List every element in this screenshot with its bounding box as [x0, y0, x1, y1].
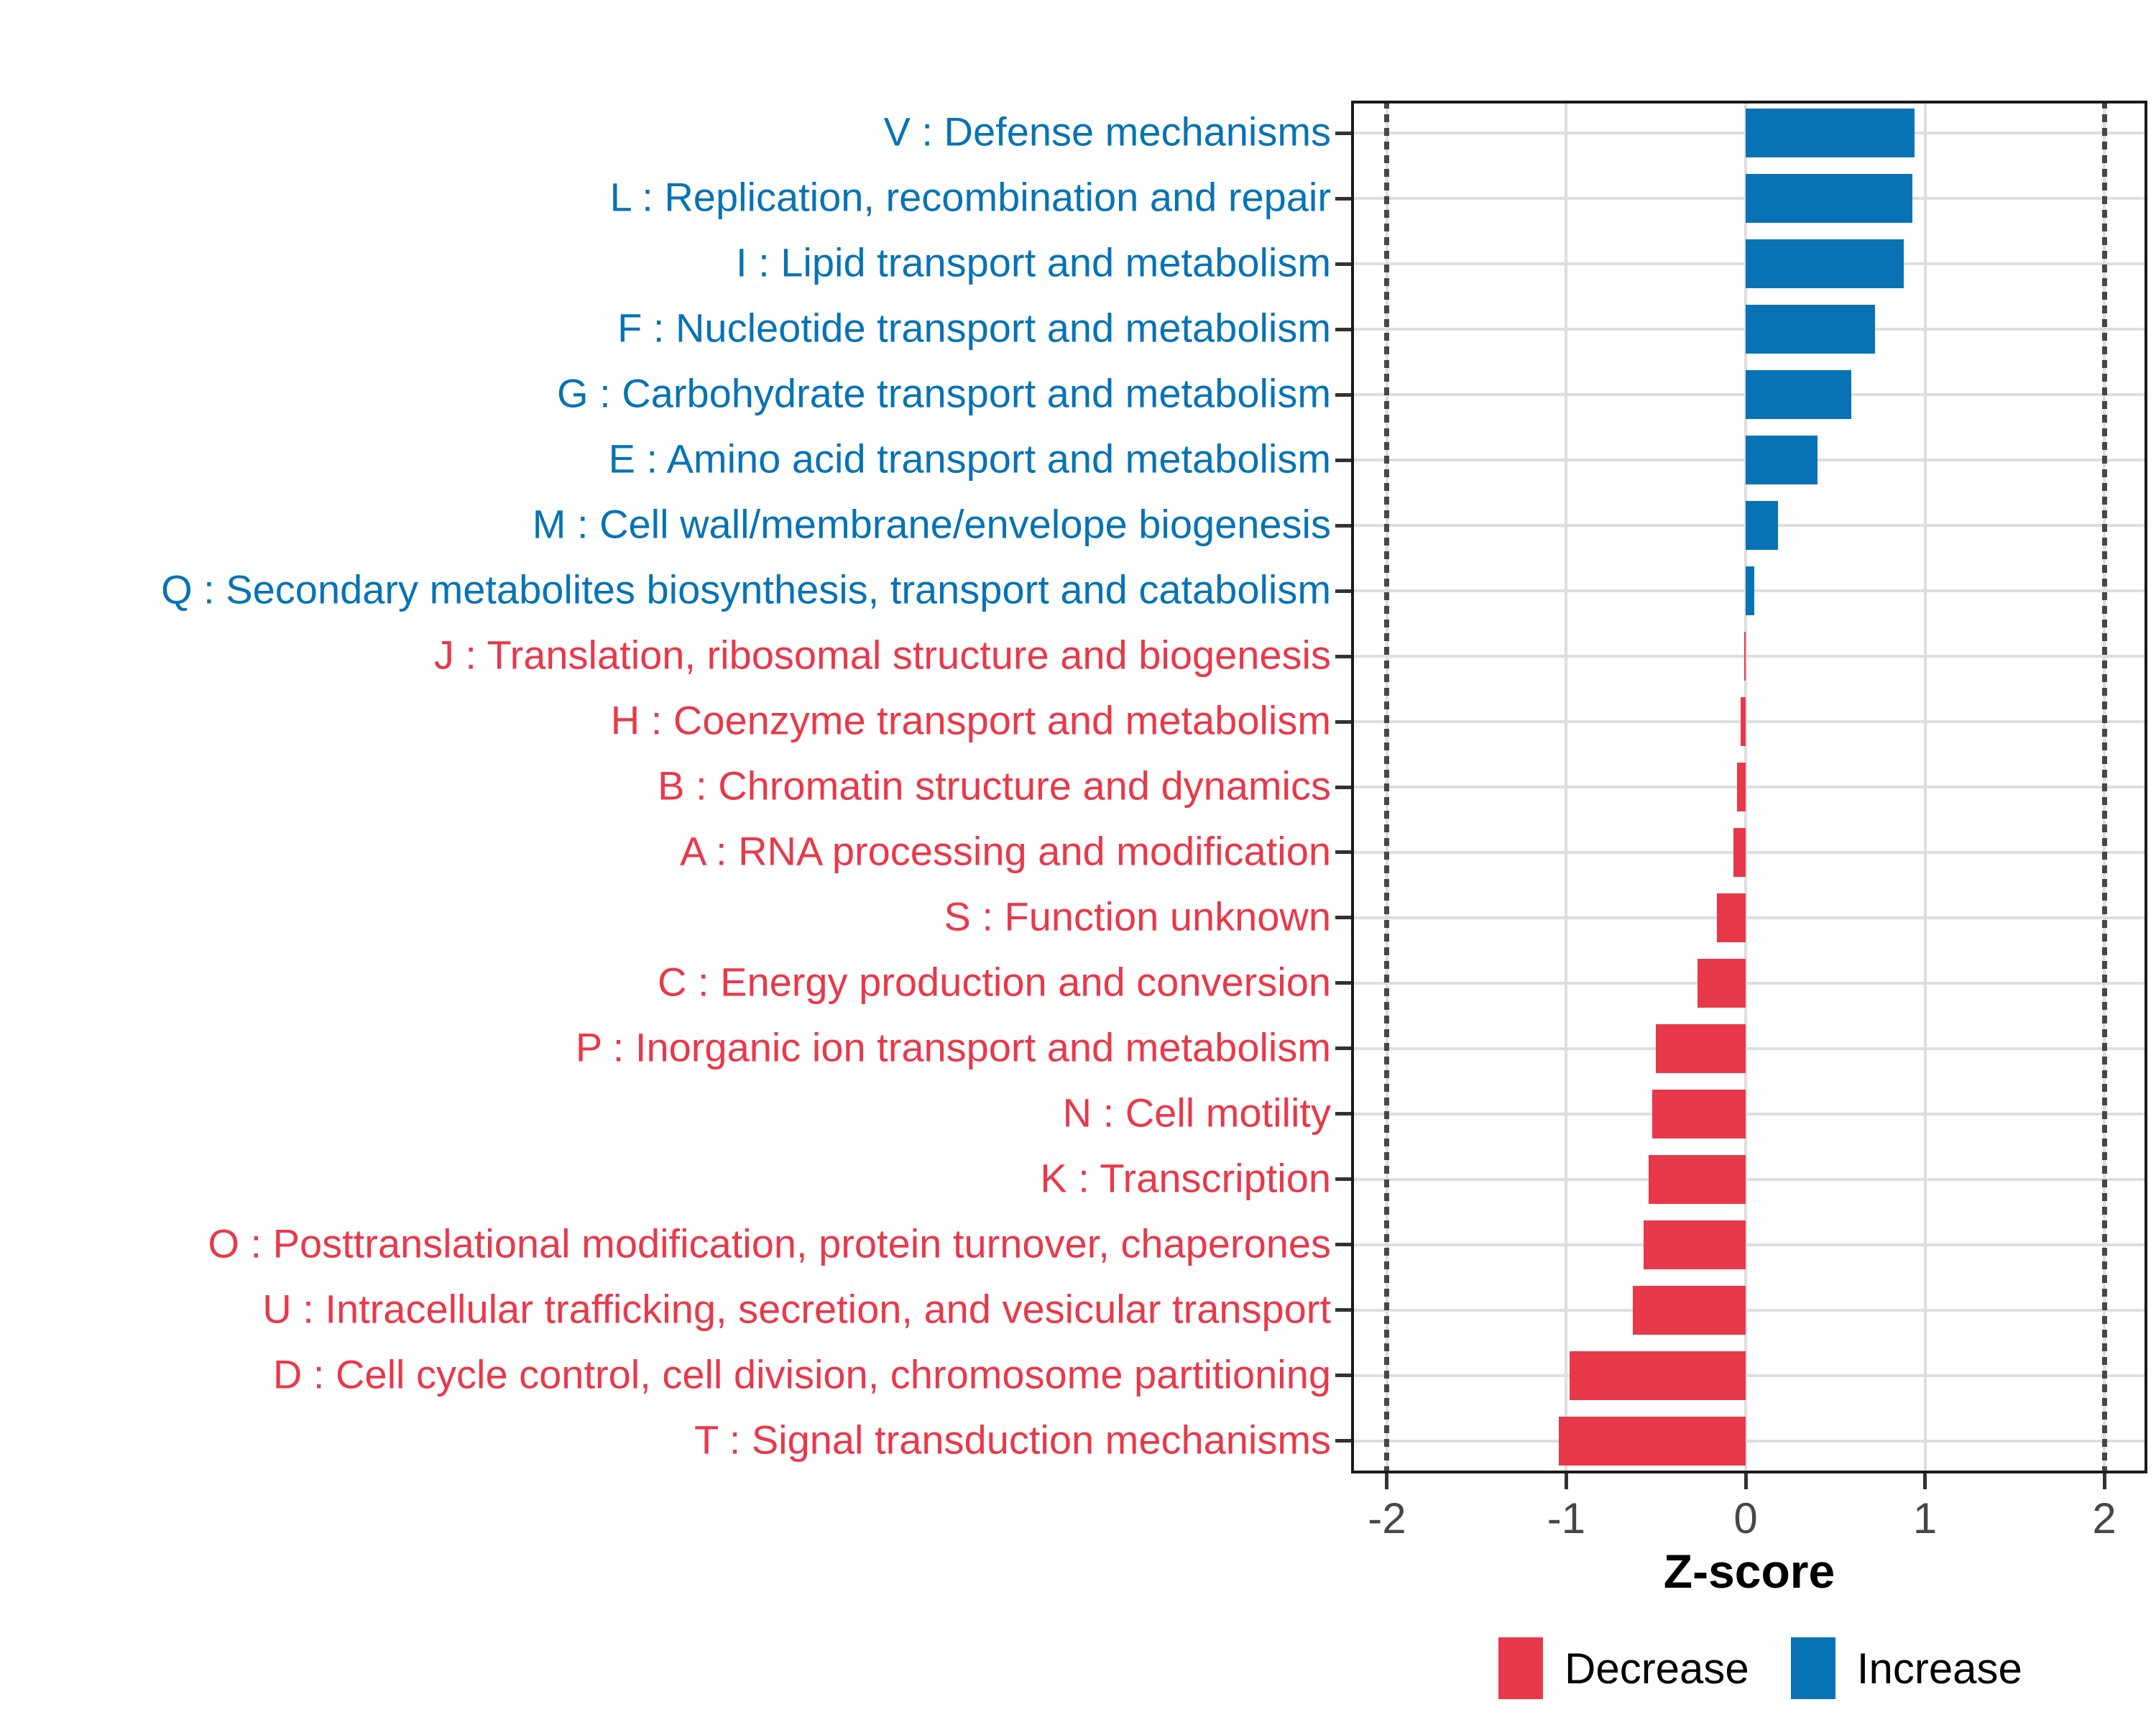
dotted-reference-line	[2101, 101, 2107, 1473]
plot-panel	[1351, 101, 2147, 1473]
y-tick-mark	[1335, 196, 1351, 201]
y-tick-mark	[1335, 131, 1351, 135]
increase-color-swatch	[1790, 1637, 1835, 1699]
legend-label-increase: Increase	[1856, 1644, 2022, 1693]
y-tick-mark	[1335, 1112, 1351, 1116]
category-label: Q : Secondary metabolites biosynthesis, …	[161, 566, 1331, 612]
category-label: N : Cell motility	[1062, 1090, 1331, 1136]
legend-item-increase: Increase	[1790, 1637, 2022, 1699]
y-tick-mark	[1335, 327, 1351, 331]
x-tick-mark	[1743, 1473, 1748, 1489]
category-label: J : Translation, ribosomal structure and…	[433, 632, 1331, 678]
category-label: T : Signal transduction mechanisms	[694, 1416, 1331, 1462]
category-label: P : Inorganic ion transport and metaboli…	[575, 1024, 1331, 1070]
category-label: M : Cell wall/membrane/envelope biogenes…	[532, 501, 1331, 547]
y-tick-mark	[1335, 850, 1351, 855]
bar-E	[1746, 436, 1818, 485]
y-tick-mark	[1335, 1243, 1351, 1247]
h-gridline	[1351, 981, 2147, 985]
y-tick-mark	[1335, 785, 1351, 789]
y-tick-mark	[1335, 1177, 1351, 1182]
y-tick-mark	[1335, 1046, 1351, 1051]
y-tick-mark	[1335, 523, 1351, 528]
y-tick-mark	[1335, 589, 1351, 593]
dotted-reference-line	[1384, 101, 1390, 1473]
bar-O	[1643, 1220, 1746, 1269]
y-tick-mark	[1335, 719, 1351, 724]
bar-M	[1746, 501, 1778, 551]
x-tick-mark	[1923, 1473, 1927, 1489]
category-label: A : RNA processing and modification	[680, 828, 1331, 874]
x-axis-title: Z-score	[1663, 1545, 1835, 1598]
h-gridline	[1351, 850, 2147, 854]
legend-item-decrease: Decrease	[1498, 1637, 1749, 1699]
bar-P	[1656, 1024, 1746, 1073]
x-tick-mark	[1385, 1473, 1389, 1489]
y-tick-mark	[1335, 1439, 1351, 1443]
bar-L	[1746, 174, 1913, 224]
decrease-color-swatch	[1498, 1637, 1543, 1699]
h-gridline	[1351, 786, 2147, 788]
y-tick-mark	[1335, 262, 1351, 266]
bar-S	[1717, 893, 1746, 942]
x-tick-mark	[2102, 1473, 2106, 1489]
x-tick-mark	[1564, 1473, 1568, 1489]
category-label: S : Function unknown	[944, 893, 1331, 939]
h-gridline	[1351, 916, 2147, 919]
y-tick-mark	[1335, 654, 1351, 658]
bar-C	[1697, 958, 1746, 1008]
bar-H	[1740, 697, 1746, 747]
h-gridline	[1351, 1243, 2147, 1246]
x-tick-label: 1	[1912, 1494, 1938, 1542]
h-gridline	[1351, 655, 2147, 658]
h-gridline	[1351, 1308, 2147, 1312]
bar-J	[1743, 632, 1746, 681]
bar-U	[1632, 1285, 1746, 1335]
bar-V	[1746, 109, 1915, 158]
h-gridline	[1351, 1046, 2147, 1050]
legend: Decrease Increase	[1498, 1637, 2022, 1699]
category-label: H : Coenzyme transport and metabolism	[610, 697, 1331, 743]
category-label: L : Replication, recombination and repai…	[609, 174, 1331, 220]
bar-B	[1736, 763, 1746, 811]
bar-G	[1746, 370, 1852, 420]
y-tick-mark	[1335, 916, 1351, 920]
bar-N	[1652, 1089, 1746, 1138]
category-label: O : Posttranslational modification, prot…	[208, 1220, 1331, 1266]
category-label: K : Transcription	[1040, 1155, 1331, 1201]
x-tick-label: -2	[1368, 1494, 1406, 1542]
h-gridline	[1351, 1374, 2147, 1377]
h-gridline	[1351, 1112, 2147, 1116]
bar-A	[1733, 827, 1746, 877]
bar-T	[1559, 1416, 1746, 1466]
x-tick-label: 0	[1733, 1494, 1758, 1542]
y-tick-mark	[1335, 458, 1351, 462]
category-label: F : Nucleotide transport and metabolism	[617, 305, 1331, 351]
y-tick-mark	[1335, 392, 1351, 397]
bar-D	[1570, 1351, 1746, 1400]
category-label: V : Defense mechanisms	[883, 109, 1331, 155]
bar-I	[1746, 239, 1904, 289]
bar-F	[1746, 305, 1875, 354]
h-gridline	[1351, 1439, 2147, 1443]
category-label: B : Chromatin structure and dynamics	[658, 763, 1331, 809]
bar-K	[1649, 1154, 1746, 1204]
y-tick-mark	[1335, 981, 1351, 985]
x-tick-label: -1	[1547, 1494, 1586, 1542]
legend-label-decrease: Decrease	[1565, 1644, 1749, 1693]
bar-Q	[1746, 566, 1755, 616]
y-tick-mark	[1335, 1308, 1351, 1312]
category-label: C : Energy production and conversion	[658, 959, 1331, 1005]
h-gridline	[1351, 1177, 2147, 1181]
y-tick-mark	[1335, 1374, 1351, 1378]
category-label: D : Cell cycle control, cell division, c…	[272, 1351, 1331, 1397]
h-gridline	[1351, 720, 2147, 724]
category-label: U : Intracellular trafficking, secretion…	[262, 1286, 1331, 1332]
category-label: I : Lipid transport and metabolism	[736, 239, 1331, 285]
category-label: E : Amino acid transport and metabolism	[608, 436, 1331, 482]
category-label: G : Carbohydrate transport and metabolis…	[557, 370, 1331, 416]
x-tick-label: 2	[2092, 1494, 2116, 1542]
